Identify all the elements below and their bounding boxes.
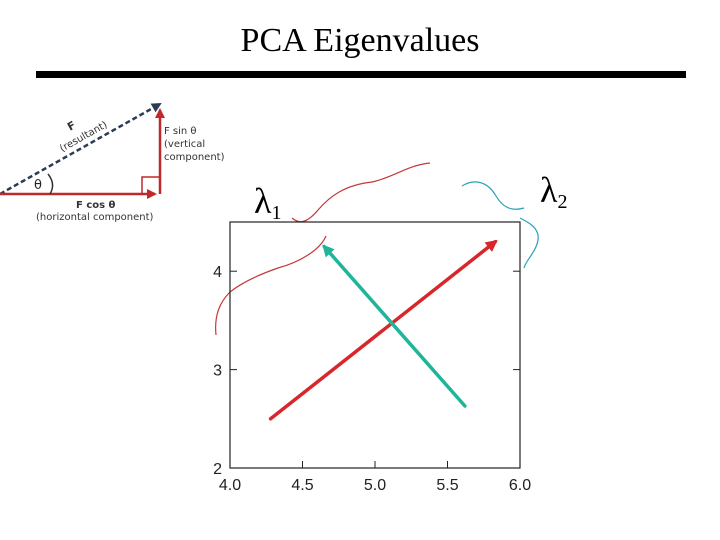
y-axis-ticks: 2 3 4	[213, 264, 520, 478]
title-divider	[36, 71, 686, 78]
x-tick-label: 4.0	[219, 477, 241, 494]
y-tick-label: 2	[213, 461, 222, 478]
y-tick-label: 3	[213, 363, 222, 380]
vertical-component-sublabel-1: (vertical	[164, 139, 205, 150]
x-tick-label: 4.5	[291, 477, 313, 494]
lambda2-brace-right	[519, 217, 539, 269]
force-diagram: θ F (resultant) F sin θ (vertical compon…	[0, 102, 225, 223]
horizontal-component-label: F cos θ	[76, 200, 116, 211]
lambda1-subscript: 1	[271, 202, 282, 224]
chart-frame	[229, 221, 521, 469]
horizontal-component-sublabel: (horizontal component)	[36, 212, 154, 223]
eigenvector-2-arrow	[322, 244, 467, 408]
angle-label: θ	[34, 178, 42, 193]
x-axis-ticks: 4.0 4.5 5.0 5.5 6.0	[219, 461, 531, 494]
lambda2-subscript: 2	[557, 191, 568, 213]
right-angle-mark	[141, 176, 160, 194]
resultant-label: F	[65, 119, 78, 134]
slide-title: PCA Eigenvalues	[240, 22, 480, 59]
pca-chart: 4.0 4.5 5.0 5.5 6.0 2 3 4	[213, 221, 531, 494]
eigenvector-1-arrow	[268, 239, 498, 421]
vertical-component-sublabel-2: component)	[164, 152, 225, 163]
vertical-component-label: F sin θ	[164, 126, 197, 137]
lambda2-label: λ2	[540, 172, 567, 212]
eigenvector-series	[268, 239, 498, 421]
resultant-arrow	[0, 102, 162, 196]
lambda2-brace-top	[461, 181, 525, 210]
x-tick-label: 5.5	[436, 477, 458, 494]
lambda1-brace-top	[291, 162, 431, 223]
x-tick-label: 6.0	[509, 477, 531, 494]
lambda1-brace-left	[215, 235, 327, 336]
y-tick-label: 4	[213, 264, 222, 281]
angle-arc	[47, 173, 54, 195]
lambda1-symbol: λ	[254, 181, 272, 221]
lambda1-label: λ1	[254, 183, 281, 223]
x-tick-label: 5.0	[364, 477, 386, 494]
lambda2-symbol: λ	[540, 170, 558, 210]
